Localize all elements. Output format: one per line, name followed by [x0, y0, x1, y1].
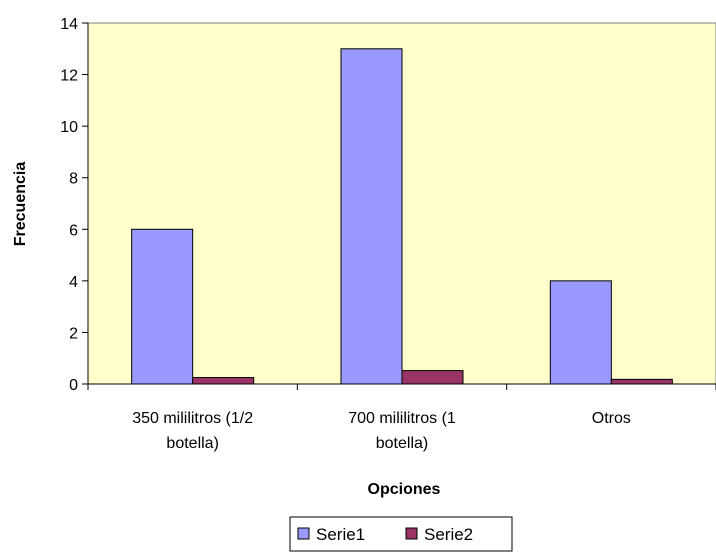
- y-tick-label: 0: [69, 377, 78, 394]
- category-label: Otros: [592, 410, 631, 427]
- y-tick-label: 6: [69, 222, 78, 239]
- y-tick-label: 2: [69, 325, 78, 342]
- y-tick-label: 14: [60, 16, 78, 33]
- bar-serie1-1: [340, 48, 403, 385]
- legend-box: [289, 516, 513, 552]
- legend-label: Serie1: [316, 525, 365, 544]
- x-axis-title: Opciones: [368, 481, 441, 498]
- category-label-line: botella): [376, 435, 428, 452]
- bar-serie2-2: [610, 378, 673, 385]
- bar-serie1-0: [131, 228, 194, 385]
- category-label-line: 700 mililitros (1: [348, 410, 456, 427]
- y-axis: 0 2 4 6 8 10 12 14: [60, 16, 89, 394]
- category-label-line: 350 mililitros (1/2: [132, 410, 253, 427]
- bar-serie2-0: [192, 377, 255, 385]
- legend-swatch: [297, 527, 310, 540]
- legend-swatch: [405, 527, 418, 540]
- y-tick-label: 12: [60, 68, 78, 85]
- category-label-line: botella): [166, 435, 218, 452]
- legend-label: Serie2: [424, 525, 473, 544]
- y-tick-label: 4: [69, 274, 78, 291]
- legend: Serie1 Serie2: [289, 516, 513, 552]
- bar-serie1-2: [549, 280, 612, 385]
- y-tick-label: 8: [69, 171, 78, 188]
- bar-serie2-1: [401, 370, 464, 385]
- category-label-line: Otros: [592, 410, 631, 427]
- x-axis: 350 mililitros (1/2 botella)700 mililitro…: [87, 383, 716, 452]
- category-label: 700 mililitros (1 botella): [348, 410, 456, 452]
- y-tick-label: 10: [60, 119, 78, 136]
- category-label: 350 mililitros (1/2 botella): [132, 410, 253, 452]
- y-axis-title: Frecuencia: [12, 162, 29, 247]
